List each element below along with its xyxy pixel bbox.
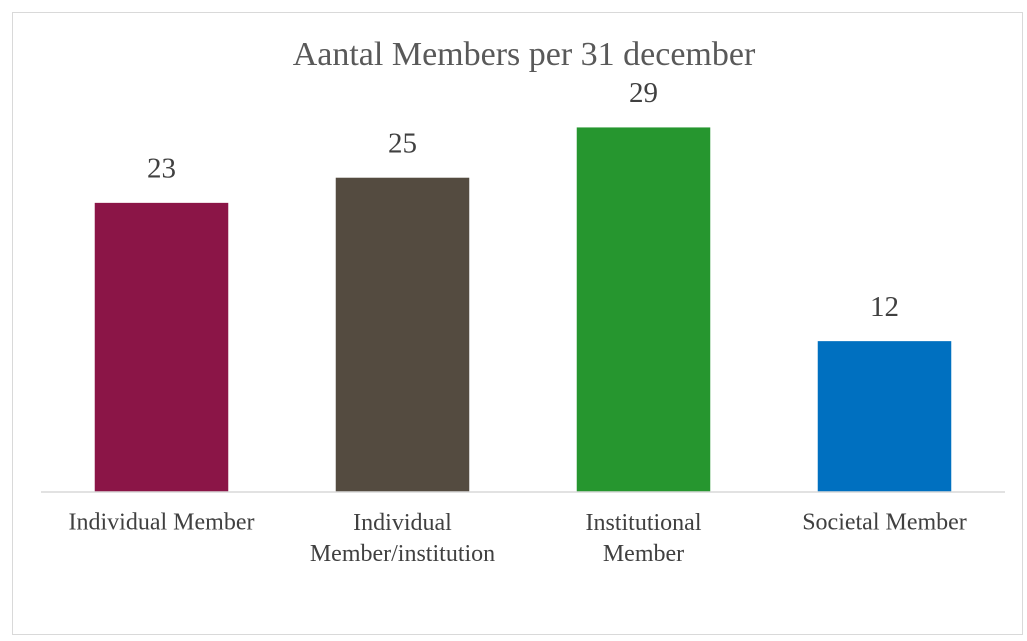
data-label: 29 xyxy=(629,77,658,109)
data-label: 12 xyxy=(870,291,899,323)
bar xyxy=(335,177,470,492)
x-tick-label: Individual Member/institution xyxy=(310,510,495,567)
x-tick-label: Societal Member xyxy=(802,510,967,536)
bar xyxy=(576,127,711,492)
x-tick-label: Individual Member xyxy=(69,510,255,536)
bar xyxy=(817,341,952,492)
bar xyxy=(94,202,229,492)
chart-title: Aantal Members per 31 december xyxy=(293,36,756,73)
data-label: 25 xyxy=(388,127,417,159)
data-label: 23 xyxy=(147,153,176,185)
x-tick-label: Institutional Member xyxy=(586,510,702,567)
